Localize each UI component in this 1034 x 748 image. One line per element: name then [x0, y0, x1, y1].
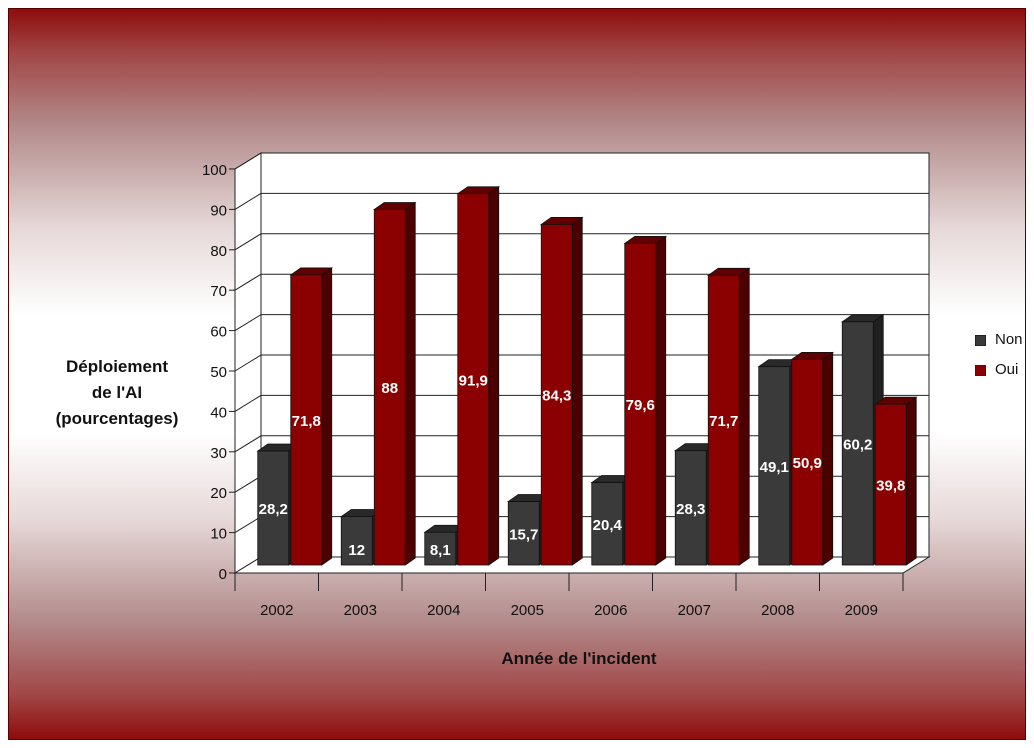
- y-tick-label: 0: [219, 566, 227, 583]
- bar-side-oui-2006: [655, 235, 667, 566]
- bar-non-2006: [591, 482, 624, 566]
- data-label-oui-2005: 84,3: [542, 388, 571, 405]
- bar-oui-2004: [457, 193, 490, 566]
- data-label-oui-2004: 91,9: [459, 372, 488, 389]
- chart-svg: 0 10 20 30 40 50 60 70 80 90 100 2002 2003 2004 2005 20…: [202, 152, 931, 619]
- gridline: [234, 152, 929, 170]
- data-label-non-2007: 28,3: [676, 501, 705, 518]
- data-label-non-2006: 20,4: [593, 517, 623, 534]
- x-tick-label: 2008: [761, 602, 794, 619]
- data-label-oui-2006: 79,6: [626, 397, 655, 414]
- x-tick-label: 2006: [594, 602, 627, 619]
- x-tick-label: 2005: [511, 602, 544, 619]
- data-label-non-2009: 60,2: [843, 436, 872, 453]
- bar-non-2009: [841, 321, 874, 566]
- data-label-oui-2002: 71,8: [292, 413, 321, 430]
- bar-oui-2006: [624, 243, 657, 566]
- bar-side-oui-2005: [571, 216, 583, 566]
- legend-label-non: Non: [995, 331, 1023, 348]
- gridline: [234, 192, 929, 210]
- data-label-non-2004: 8,1: [430, 542, 451, 559]
- x-tick-label: 2002: [260, 602, 293, 619]
- y-axis-title-line-2: de l'AI: [91, 383, 143, 402]
- y-tick-label: 90: [210, 202, 227, 219]
- bar-side-oui-2008: [822, 351, 834, 566]
- bar-oui-2002: [290, 274, 323, 566]
- gridline: [234, 394, 929, 412]
- bar-oui-2009: [874, 403, 907, 566]
- bar-oui-2003: [373, 209, 406, 566]
- x-axis-title: Année de l'incident: [501, 649, 657, 668]
- bar-non-2004: [424, 531, 457, 566]
- data-label-oui-2008: 50,9: [793, 455, 822, 472]
- data-label-oui-2003: 88: [381, 380, 398, 397]
- bar-non-2005: [507, 501, 540, 566]
- bar-side-oui-2007: [738, 267, 750, 566]
- y-tick-label: 50: [210, 364, 227, 381]
- bar-non-2002: [257, 450, 290, 566]
- gridline: [234, 435, 929, 453]
- bar-side-oui-2009: [905, 396, 917, 566]
- gridline: [234, 354, 929, 372]
- x-tick-label: 2003: [344, 602, 377, 619]
- legend-swatch-oui: [975, 365, 986, 376]
- data-label-non-2008: 49,1: [760, 459, 789, 476]
- data-label-oui-2009: 39,8: [876, 478, 905, 495]
- data-label-oui-2007: 71,7: [709, 413, 738, 430]
- bar-side-oui-2002: [321, 267, 333, 566]
- y-tick-label: 20: [210, 485, 227, 502]
- legend-swatch-non: [975, 335, 986, 346]
- x-tick-label: 2007: [678, 602, 711, 619]
- chart-frame: 0 10 20 30 40 50 60 70 80 90 100 2002 2003 2004 2005 20…: [8, 8, 1026, 740]
- x-tick-label: 2004: [427, 602, 460, 619]
- gridline: [234, 273, 929, 291]
- y-tick-label: 40: [210, 404, 227, 421]
- y-axis-title-line-3: (pourcentages): [55, 409, 179, 428]
- gridline: [234, 314, 929, 332]
- bar-oui-2005: [540, 224, 573, 566]
- gridline: [234, 233, 929, 251]
- data-label-non-2002: 28,2: [259, 501, 288, 518]
- bar-oui-2007: [707, 274, 740, 566]
- y-axis-title-line-1: Déploiement: [65, 357, 169, 376]
- data-label-non-2005: 15,7: [509, 526, 538, 543]
- bar-non-2003: [340, 516, 373, 566]
- y-tick-label: 10: [210, 526, 227, 543]
- y-tick-label: 80: [210, 243, 227, 260]
- x-tick-label: 2009: [845, 602, 878, 619]
- legend-label-oui: Oui: [995, 361, 1019, 378]
- data-label-non-2003: 12: [348, 542, 365, 559]
- y-tick-label: 30: [210, 445, 227, 462]
- y-tick-label: 60: [210, 324, 227, 341]
- bar-non-2007: [674, 450, 707, 566]
- y-tick-label: 100: [202, 162, 227, 179]
- bar-side-oui-2003: [404, 201, 416, 566]
- bar-non-2008: [758, 366, 791, 566]
- y-axis-title: Déploiement de l'AI (pourcentages): [27, 354, 207, 432]
- bar-oui-2008: [791, 358, 824, 566]
- y-tick-label: 70: [210, 283, 227, 300]
- bar-side-oui-2004: [488, 185, 500, 566]
